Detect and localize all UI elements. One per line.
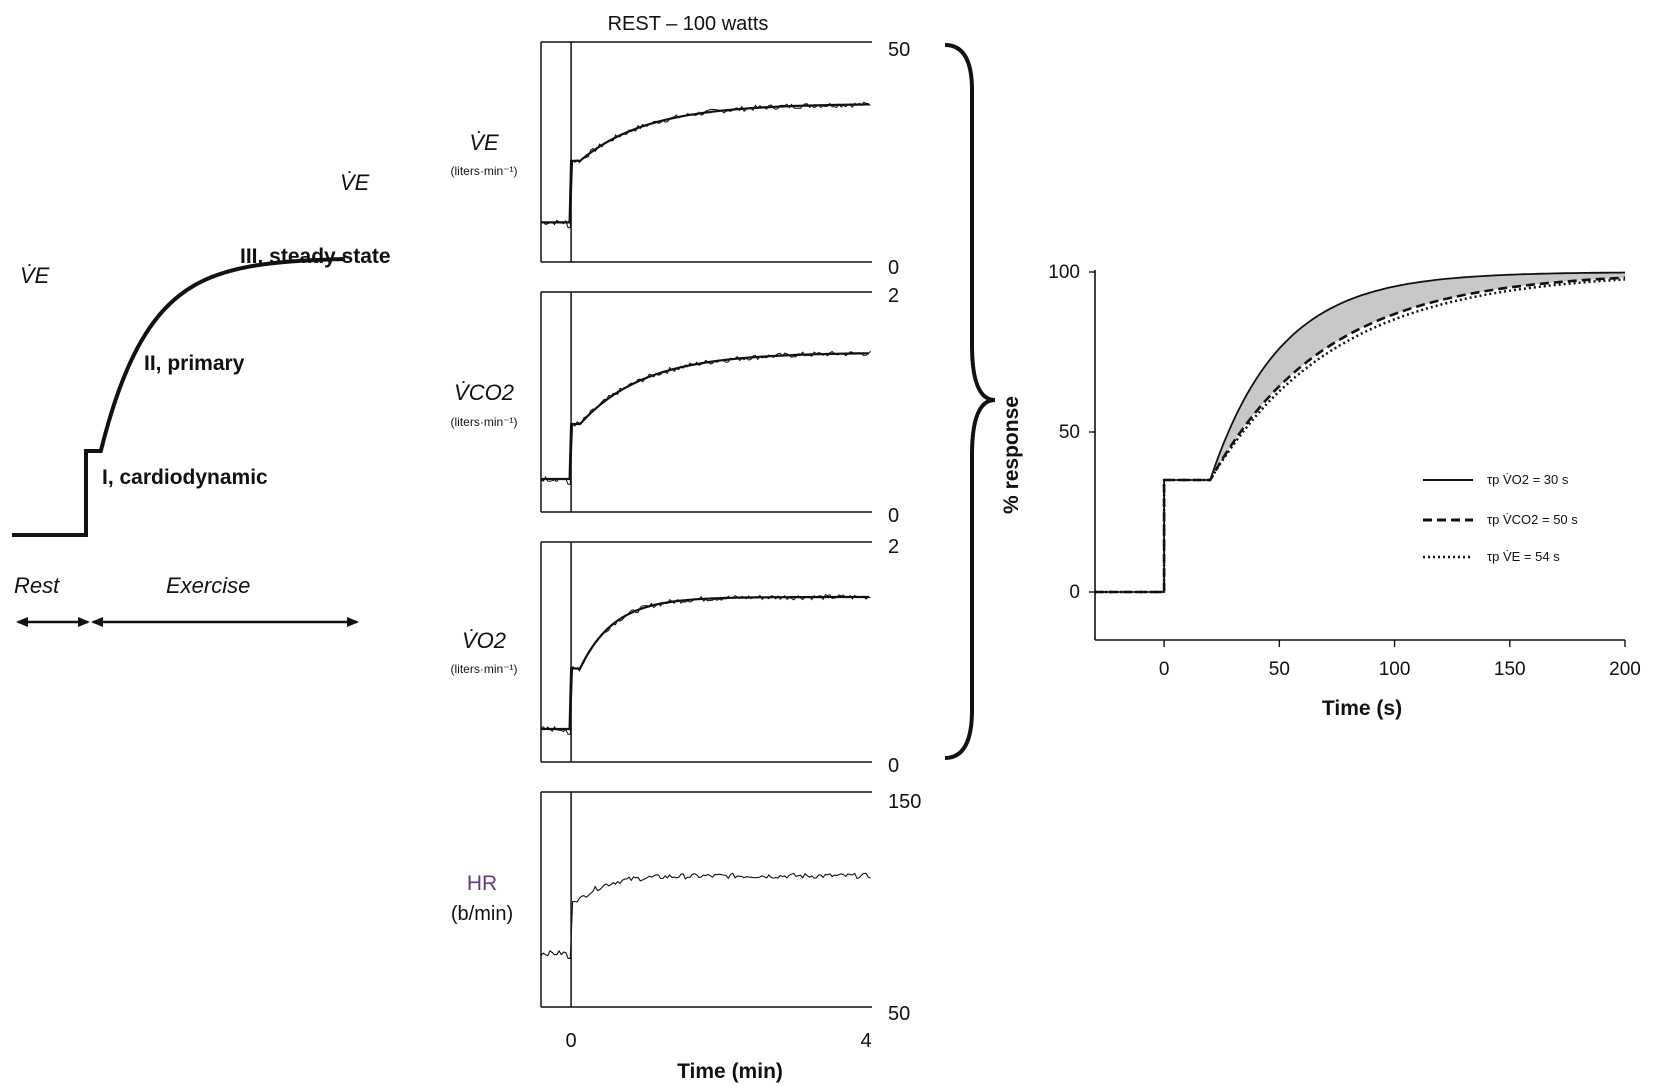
response-x-ticks: 0 50 100 150 200 (1159, 640, 1641, 680)
legend-vco2-label: τp V̇CO2 = 50 s (1487, 512, 1578, 527)
trace-ve-unit: (liters·min⁻¹) (451, 164, 518, 178)
trace-vco2-label: V̇CO2 (454, 380, 514, 405)
trace-hr-unit: (b/min) (451, 903, 513, 925)
traces-panel: REST – 100 watts 50 0 V̇E (liters·min⁻¹)… (451, 13, 996, 1083)
phase-1-label: I, cardiodynamic (102, 466, 268, 489)
legend-ve-label: τp V̇E = 54 s (1487, 549, 1560, 564)
phase-3-label: III, steady state (240, 245, 391, 268)
trace-hr: 150 50 HR (b/min) (451, 791, 921, 1025)
response-y-ticks: 0 50 100 (1048, 262, 1095, 603)
trace-hr-raw-line (540, 872, 871, 959)
trace-ve-label: V̇E (469, 130, 499, 155)
response-x-tick-label: 100 (1379, 659, 1411, 680)
trace-vo2-ymax-label: 2 (888, 536, 899, 558)
response-y-tick-label: 0 (1069, 582, 1080, 603)
response-x-tick-label: 50 (1269, 659, 1290, 680)
schematic-panel: V̇E V̇E I, cardiodynamic II, primary III… (12, 170, 391, 627)
response-y-tick-label: 50 (1059, 422, 1080, 443)
trace-vco2: 2 0 V̇CO2 (liters·min⁻¹) (451, 285, 900, 527)
trace-hr-ymax-label: 150 (888, 791, 921, 813)
trace-vo2: 2 0 V̇O2 (liters·min⁻¹) (451, 536, 900, 777)
trace-ve: 50 0 V̇E (liters·min⁻¹) (451, 39, 911, 279)
trace-vo2-ymin-label: 0 (888, 755, 899, 777)
time-tick-4: 4 (860, 1030, 871, 1052)
schematic-ve-label-top: V̇E (340, 170, 370, 195)
response-vco2-curve (1095, 276, 1626, 594)
exercise-label: Exercise (166, 573, 250, 598)
trace-vco2-ymin-label: 0 (888, 505, 899, 527)
time-tick-0: 0 (566, 1030, 577, 1052)
grouping-brace (944, 43, 996, 760)
rest-label: Rest (14, 573, 60, 598)
trace-hr-label: HR (467, 872, 497, 895)
response-vo2-curve (1095, 271, 1626, 593)
response-panel: 0 50 100 0 50 100 150 200 % response Tim… (1000, 262, 1641, 720)
trace-vo2-raw-line (540, 593, 871, 735)
trace-vco2-raw-line (540, 350, 871, 485)
response-x-tick-label: 150 (1494, 659, 1526, 680)
trace-hr-ymin-label: 50 (888, 1003, 910, 1025)
trace-vco2-ymax-label: 2 (888, 285, 899, 307)
response-xlabel: Time (s) (1322, 697, 1402, 720)
schematic-ve-label-left: V̇E (20, 263, 50, 288)
schematic-response-curve (12, 257, 346, 537)
response-shaded-area (1210, 272, 1625, 480)
traces-xlabel: Time (min) (677, 1060, 783, 1083)
trace-vo2-unit: (liters·min⁻¹) (451, 662, 518, 676)
trace-vco2-fit-line (541, 352, 869, 481)
trace-ve-fit-line (541, 103, 869, 224)
trace-vco2-unit: (liters·min⁻¹) (451, 415, 518, 429)
response-x-tick-label: 0 (1159, 659, 1170, 680)
trace-ve-ymin-label: 0 (888, 257, 899, 279)
trace-ve-ymax-label: 50 (888, 39, 910, 61)
protocol-title: REST – 100 watts (608, 13, 769, 35)
phase-2-label: II, primary (144, 352, 245, 375)
response-y-tick-label: 100 (1048, 262, 1080, 283)
response-ylabel: % response (1000, 396, 1023, 514)
trace-vo2-label: V̇O2 (462, 628, 506, 653)
response-x-tick-label: 200 (1609, 659, 1641, 680)
trace-ve-raw-line (540, 101, 871, 229)
trace-vo2-fit-line (541, 595, 869, 731)
legend-vo2-label: τp V̇O2 = 30 s (1487, 472, 1569, 487)
response-legend: τp V̇O2 = 30 s τp V̇CO2 = 50 s τp V̇E = … (1423, 472, 1578, 564)
